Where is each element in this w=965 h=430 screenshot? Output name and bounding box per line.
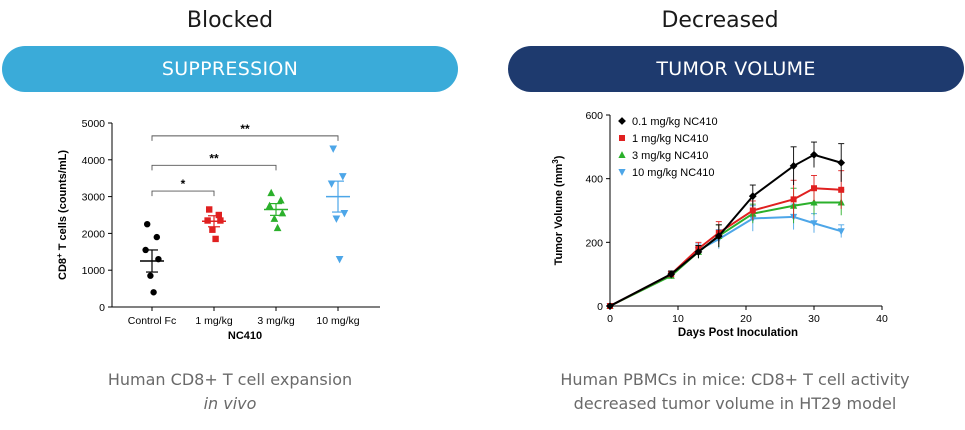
x-axis-title: Days Post Inoculation xyxy=(678,327,798,339)
left-caption-line1: Human CD8+ T cell expansion xyxy=(107,370,353,389)
series-point xyxy=(810,220,818,228)
data-point xyxy=(212,235,219,243)
data-point xyxy=(215,211,222,219)
x-tick-label: 30 xyxy=(808,313,820,325)
right-caption-line2: decreased tumor volume in HT29 model xyxy=(573,394,897,413)
legend-marker xyxy=(618,117,626,125)
data-point xyxy=(270,214,279,222)
data-point xyxy=(209,226,216,233)
x-tick-label: 1 mg/kg xyxy=(195,315,233,327)
series-point xyxy=(749,207,756,214)
y-tick-label: 5000 xyxy=(82,118,106,130)
legend-label: 10 mg/kg NC410 xyxy=(632,167,715,179)
series-point xyxy=(667,270,676,279)
y-tick-label: 0 xyxy=(597,301,603,313)
right-heading: Decreased xyxy=(661,8,779,33)
series-point xyxy=(811,185,817,192)
y-tick-label: 400 xyxy=(585,174,603,186)
x-tick-label: 20 xyxy=(740,313,752,325)
x-tick-label: 0 xyxy=(607,313,613,325)
legend-label: 1 mg/kg NC410 xyxy=(632,133,708,145)
data-point xyxy=(150,289,157,296)
series-point xyxy=(810,198,818,206)
data-point xyxy=(144,221,151,228)
y-tick-label: 1000 xyxy=(82,265,106,277)
x-tick-label: 10 mg/kg xyxy=(316,315,359,327)
legend-label: 0.1 mg/kg NC410 xyxy=(632,116,718,128)
significance-bracket xyxy=(151,164,277,171)
data-point xyxy=(276,196,285,204)
legend-marker xyxy=(618,151,626,158)
left-heading: Blocked xyxy=(186,8,274,33)
significance-bracket xyxy=(151,190,215,197)
series-point xyxy=(789,162,798,170)
y-tick-label: 2000 xyxy=(82,228,106,240)
series-line xyxy=(609,201,842,307)
significance-label: * xyxy=(181,177,186,191)
series-line xyxy=(609,153,842,307)
significance-bracket xyxy=(151,135,339,141)
left-caption-line2: in vivo xyxy=(203,394,257,413)
series-point xyxy=(606,302,614,310)
data-point xyxy=(335,255,344,264)
y-axis-title: Tumor Volume (mm3) xyxy=(551,155,566,265)
x-tick-label: 40 xyxy=(876,313,888,325)
legend-marker xyxy=(619,135,625,141)
data-point xyxy=(267,188,276,197)
tumor-volume-banner: TUMOR VOLUME xyxy=(508,46,964,92)
x-axis-title: NC410 xyxy=(228,330,262,342)
y-tick-label: 200 xyxy=(585,237,603,249)
legend-marker xyxy=(618,169,626,176)
data-point xyxy=(147,272,154,279)
data-point xyxy=(153,233,160,241)
series-point xyxy=(694,247,703,256)
y-tick-label: 600 xyxy=(585,110,603,122)
suppression-banner: SUPPRESSION xyxy=(2,46,458,92)
y-tick-label: 0 xyxy=(99,302,105,314)
significance-label: ** xyxy=(209,151,219,165)
x-tick-label: 3 mg/kg xyxy=(257,315,295,327)
data-point xyxy=(206,206,213,213)
significance-label: ** xyxy=(240,122,250,136)
y-tick-label: 4000 xyxy=(82,155,106,167)
data-point xyxy=(338,173,347,181)
series-point xyxy=(748,192,757,201)
cd8-scatter-chart: 0 1000 2000 3000 4000 5000 Control Fc 1 mg/kg 3 … xyxy=(55,118,380,342)
series-point xyxy=(838,186,845,193)
tumor-volume-line-chart: 0 200 400 600 0 10 20 30 40 Days Post Inoculation… xyxy=(551,110,888,339)
right-caption-line1: Human PBMCs in mice: CD8+ T cell activit… xyxy=(560,370,910,389)
legend-label: 3 mg/kg NC410 xyxy=(632,150,708,162)
y-axis-title: CD8+ T cells (counts/mL) xyxy=(55,150,70,280)
data-point xyxy=(329,145,338,153)
series-point xyxy=(810,150,818,159)
data-point xyxy=(327,180,336,188)
series-point xyxy=(837,228,845,236)
data-point xyxy=(278,209,287,217)
data-point xyxy=(273,223,282,232)
data-point xyxy=(340,209,349,218)
series-point xyxy=(790,196,797,203)
data-point xyxy=(265,201,274,209)
x-tick-label: Control Fc xyxy=(128,315,176,327)
series-point xyxy=(837,158,846,167)
data-point xyxy=(332,215,341,223)
data-point xyxy=(142,246,149,254)
y-tick-label: 3000 xyxy=(82,192,106,204)
x-tick-label: 10 xyxy=(672,313,684,325)
left-caption: Human CD8+ T cell expansion in vivo xyxy=(30,368,430,416)
right-caption: Human PBMCs in mice: CD8+ T cell activit… xyxy=(505,368,965,416)
series-point xyxy=(714,232,723,240)
series-line xyxy=(609,215,842,307)
